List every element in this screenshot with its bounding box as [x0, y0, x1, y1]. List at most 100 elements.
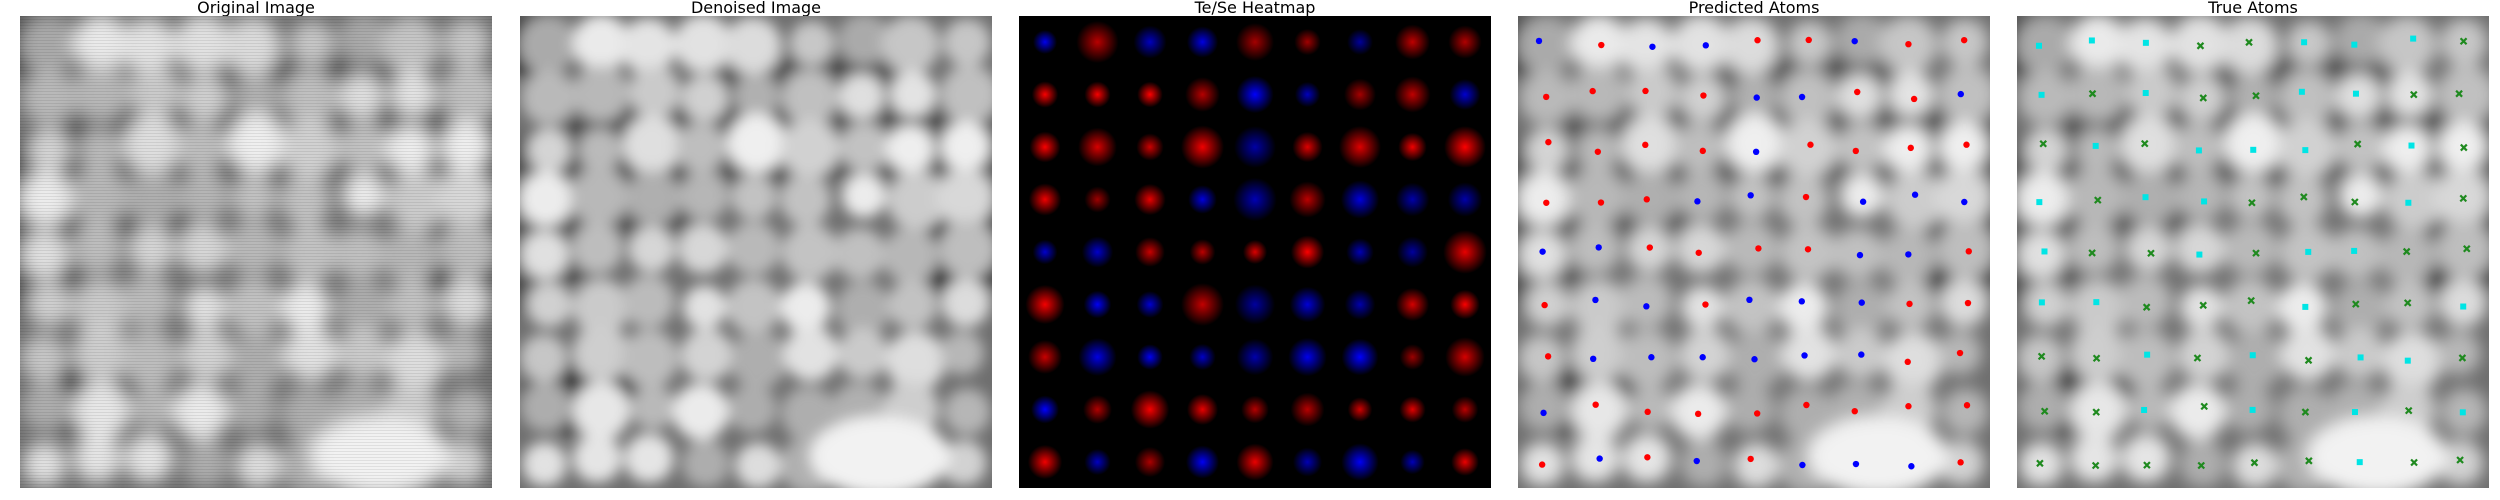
te-blob	[1444, 126, 1486, 168]
se-blob	[1346, 238, 1374, 266]
true-atom-cross	[2458, 354, 2467, 362]
true-atom-square	[2298, 88, 2305, 95]
true-atom-square	[2195, 147, 2202, 154]
true-atom-square	[2404, 357, 2411, 364]
true-atom-cross	[2193, 354, 2202, 362]
true-atom-cross	[2402, 247, 2411, 256]
predicted-te-atom	[1963, 402, 1971, 409]
se-blob	[1400, 449, 1425, 475]
predicted-te-atom	[1803, 401, 1810, 409]
true-atom-cross	[2353, 140, 2362, 148]
true-atom-square	[2351, 409, 2358, 416]
te-blob	[1292, 131, 1323, 163]
predicted-te-atom	[1904, 358, 1911, 366]
true-atom-square	[2038, 299, 2045, 306]
te-blob	[1398, 132, 1427, 162]
se-blob	[1137, 344, 1163, 370]
se-blob	[1340, 180, 1380, 219]
te-blob	[1294, 28, 1321, 56]
true-atom-square	[2201, 198, 2208, 205]
predicted-se-atom	[1592, 296, 1599, 304]
se-blob	[1185, 445, 1220, 479]
true-atom-cross	[2252, 249, 2260, 257]
true-atom-cross	[2305, 457, 2313, 465]
predicted-se-atom	[1693, 457, 1700, 465]
predicted-se-atom	[1595, 244, 1602, 251]
true-atom-square	[2410, 35, 2417, 42]
se-blob	[1136, 291, 1164, 318]
te-blob	[1031, 81, 1059, 108]
true-atom-square	[2141, 406, 2148, 413]
te-blob	[1399, 344, 1426, 370]
predicted-te-atom	[1644, 408, 1651, 416]
predicted-se-atom	[1535, 37, 1543, 45]
te-blob	[1135, 237, 1165, 267]
true-atom-cross	[2404, 406, 2413, 415]
predicted-te-atom	[1755, 245, 1762, 252]
predicted-te-atom	[1592, 401, 1599, 408]
true-atom-cross	[2147, 249, 2155, 258]
te-blob	[1399, 396, 1426, 423]
se-blob	[1292, 447, 1323, 477]
true-atom-cross	[2143, 461, 2151, 469]
se-blob	[1234, 284, 1276, 325]
predicted-te-atom	[1747, 455, 1754, 463]
se-blob	[1189, 343, 1216, 371]
predicted-se-atom	[1699, 354, 1706, 361]
true-atom-cross	[2197, 461, 2206, 470]
true-atoms-image	[2017, 16, 2489, 488]
se-blob	[1449, 79, 1481, 110]
true-atom-cross	[2460, 143, 2468, 152]
predicted-te-atom	[1807, 141, 1814, 148]
panel-title-true: True Atoms	[2208, 0, 2298, 17]
se-blob	[1084, 448, 1111, 476]
true-atom-square	[2142, 39, 2149, 46]
se-blob	[1188, 185, 1217, 214]
se-blob	[1233, 177, 1277, 222]
se-blob	[1236, 338, 1274, 376]
predicted-se-atom	[1798, 93, 1806, 101]
true-atom-cross	[2247, 296, 2255, 305]
te-blob	[1134, 183, 1166, 216]
true-atom-square	[2036, 42, 2043, 49]
true-atom-square	[2250, 146, 2257, 153]
predicted-se-atom	[1905, 251, 1912, 258]
predicted-se-atom	[1648, 354, 1655, 361]
true-atom-cross	[2199, 94, 2208, 102]
te-blob	[1130, 390, 1170, 429]
predicted-te-atom	[1642, 87, 1649, 95]
se-blob	[1186, 26, 1219, 58]
predicted-te-atom	[1541, 301, 1548, 309]
se-blob	[1341, 338, 1379, 376]
true-atom-cross	[2252, 91, 2260, 100]
true-atom-cross	[2040, 407, 2049, 415]
true-atom-square	[2408, 142, 2415, 149]
true-atom-square	[2144, 351, 2151, 358]
predicted-se-atom	[1540, 409, 1547, 417]
predicted-te-atom	[1695, 249, 1702, 256]
predicted-te-atom	[1965, 248, 1972, 255]
predicted-se-atom	[1649, 43, 1656, 50]
true-atom-cross	[2250, 458, 2259, 467]
true-atom-square	[2301, 39, 2308, 46]
predicted-te-atom	[1963, 141, 1970, 148]
true-atom-square	[2249, 406, 2256, 413]
se-blob	[1344, 289, 1376, 320]
predicted-te-atom	[1905, 40, 1912, 48]
panel-heatmap: Te/Se Heatmap	[1019, 0, 1491, 488]
predicted-te-atom	[1543, 199, 1550, 206]
predicted-te-atom	[1700, 92, 1707, 99]
panel-title-denoised: Denoised Image	[690, 0, 822, 17]
true-atom-square	[2305, 248, 2312, 255]
te-blob	[1185, 77, 1220, 112]
true-atom-cross	[2088, 89, 2097, 98]
panel-title-predicted: Predicted Atoms	[1688, 0, 1820, 17]
predicted-se-atom	[1858, 351, 1865, 358]
predicted-se-atom	[1859, 198, 1867, 205]
true-atom-square	[2459, 409, 2466, 416]
predicted-se-atom	[1589, 355, 1597, 362]
te-blob	[1180, 125, 1225, 169]
predicted-te-atom	[1543, 93, 1550, 101]
predicted-te-atom	[1702, 301, 1709, 308]
predicted-te-atom	[1964, 299, 1972, 307]
